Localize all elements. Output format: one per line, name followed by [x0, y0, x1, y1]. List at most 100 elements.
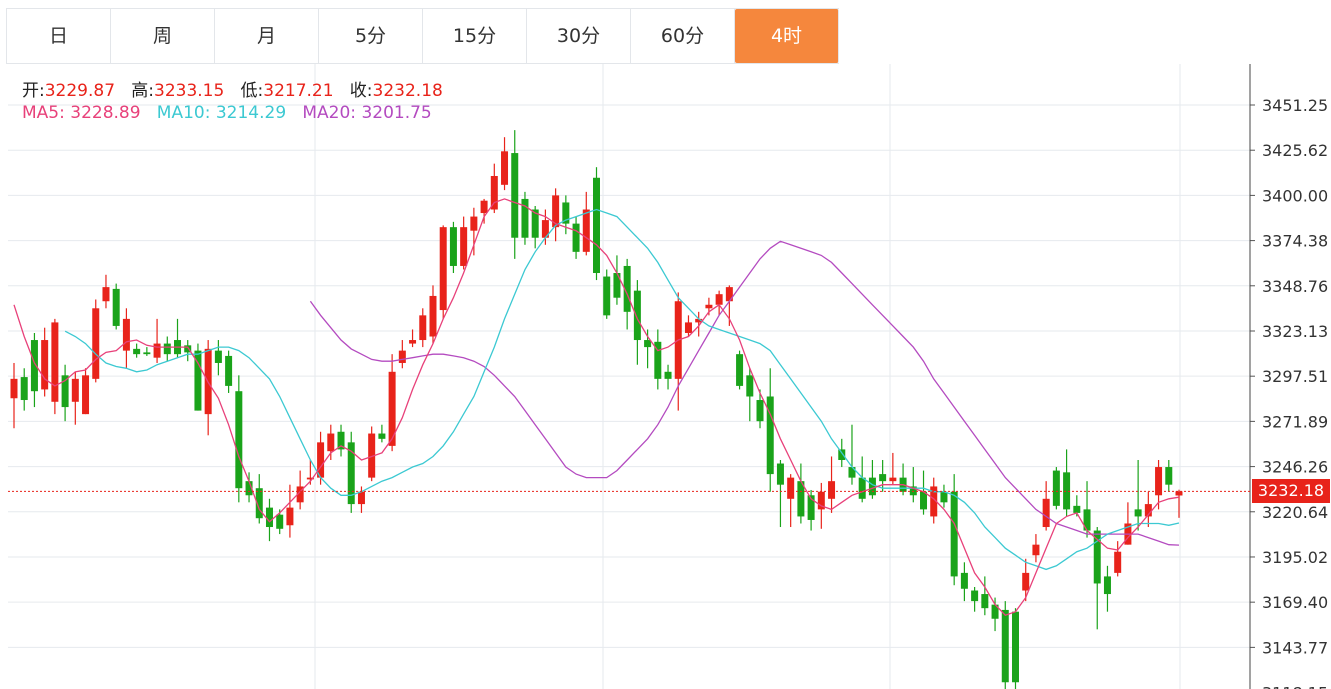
candle-body: [920, 491, 928, 510]
candle-body: [971, 590, 979, 602]
candle-body: [889, 477, 897, 482]
y-tick-label: 3118.15: [1262, 684, 1328, 689]
y-tick-label: 3220.64: [1262, 503, 1328, 522]
ma5-label: MA5:: [22, 103, 65, 123]
candle-body: [225, 355, 233, 386]
candle-body: [112, 288, 120, 326]
candle-body: [715, 294, 723, 305]
candle-body: [1103, 576, 1111, 595]
y-tick-label: 3271.89: [1262, 412, 1328, 431]
low-value: 3217.21: [263, 81, 334, 101]
candle-body: [296, 486, 304, 503]
ohlc-info: 开:3229.87 高:3233.15 低:3217.21 收:3232.18: [22, 76, 443, 101]
candle-body: [1134, 509, 1142, 517]
candle-body: [705, 304, 713, 309]
candle-body: [214, 350, 222, 363]
candle-body: [593, 177, 600, 274]
candle-body: [633, 290, 641, 341]
candle-body: [644, 340, 652, 348]
candle-body: [1083, 509, 1091, 531]
candle-body: [695, 318, 703, 323]
candle-body: [766, 396, 774, 475]
candle-body: [30, 340, 38, 392]
close-label: 收:: [349, 81, 373, 101]
candle-body: [143, 352, 151, 355]
tab-30min[interactable]: 30分: [527, 9, 631, 63]
candle-body: [1144, 504, 1152, 517]
candle-body: [736, 354, 744, 386]
candle-body: [613, 273, 621, 298]
candle-body: [582, 209, 590, 252]
candle-body: [1052, 470, 1060, 506]
candle-body: [71, 378, 79, 402]
candle-body: [572, 223, 580, 252]
candle-body: [848, 467, 856, 478]
y-tick-label: 3451.25: [1262, 96, 1328, 115]
candle-body: [623, 265, 631, 312]
candle-body: [828, 481, 836, 499]
candle-body: [1042, 498, 1050, 528]
ma5-value: 3228.89: [70, 103, 141, 123]
candle-body: [787, 477, 795, 499]
ma-info: MA5: 3228.89 MA10: 3214.29 MA20: 3201.75: [22, 103, 432, 123]
candle-body: [511, 153, 519, 238]
tab-week[interactable]: 周: [111, 9, 215, 63]
candle-body: [1165, 467, 1173, 485]
candle-body: [1063, 472, 1071, 510]
candle-body: [133, 348, 141, 355]
candle-body: [378, 433, 386, 439]
current-price-tag: 3232.18: [1252, 479, 1330, 504]
candle-body: [950, 491, 958, 577]
candle-body: [122, 318, 130, 351]
ma10-line: [64, 208, 1180, 571]
y-tick-label: 3143.77: [1262, 638, 1328, 657]
candle-body: [940, 491, 948, 503]
candle-body: [501, 151, 509, 185]
candle-body: [562, 202, 570, 224]
close-value: 3232.18: [372, 81, 443, 101]
candle-body: [327, 433, 335, 452]
candle-body: [981, 594, 989, 609]
y-tick-label: 3169.40: [1262, 593, 1328, 612]
candle-body: [991, 604, 999, 619]
candle-body: [153, 343, 161, 358]
candle-body: [337, 431, 345, 450]
candle-body: [92, 308, 100, 379]
tab-month[interactable]: 月: [215, 9, 319, 63]
candle-body: [449, 227, 457, 266]
candle-body: [960, 572, 968, 589]
ma10-value: 3214.29: [215, 103, 287, 123]
candle-body: [684, 322, 692, 333]
candle-body: [541, 220, 549, 238]
tab-5min[interactable]: 5分: [319, 9, 423, 63]
candle-body: [756, 400, 764, 422]
y-tick-label: 3195.02: [1262, 548, 1328, 567]
candle-body: [1032, 544, 1040, 556]
candle-body: [470, 216, 478, 231]
candle-body: [746, 375, 754, 397]
candle-body: [552, 195, 560, 228]
candle-body: [490, 175, 498, 210]
candle-body: [807, 495, 815, 520]
y-tick-label: 3246.26: [1262, 458, 1328, 477]
candle-body: [51, 322, 59, 402]
y-tick-label: 3348.76: [1262, 277, 1328, 296]
y-tick-label: 3297.51: [1262, 367, 1328, 386]
candle-body: [357, 491, 365, 505]
tab-60min[interactable]: 60分: [631, 9, 735, 63]
candle-body: [235, 391, 243, 489]
timeframe-tabs: 日 周 月 5分 15分 30分 60分 4时: [6, 8, 839, 64]
y-tick-label: 3374.38: [1262, 232, 1328, 251]
y-tick-label: 3400.00: [1262, 186, 1328, 205]
candle-body: [398, 350, 406, 363]
candle-body: [255, 488, 263, 519]
candle-body: [480, 200, 488, 214]
candle-body: [531, 209, 539, 238]
tab-15min[interactable]: 15分: [423, 9, 527, 63]
tab-4hour[interactable]: 4时: [735, 9, 839, 63]
candle-body: [725, 287, 733, 302]
candle-body: [817, 491, 825, 510]
tab-day[interactable]: 日: [7, 9, 111, 63]
high-value: 3233.15: [154, 81, 225, 101]
